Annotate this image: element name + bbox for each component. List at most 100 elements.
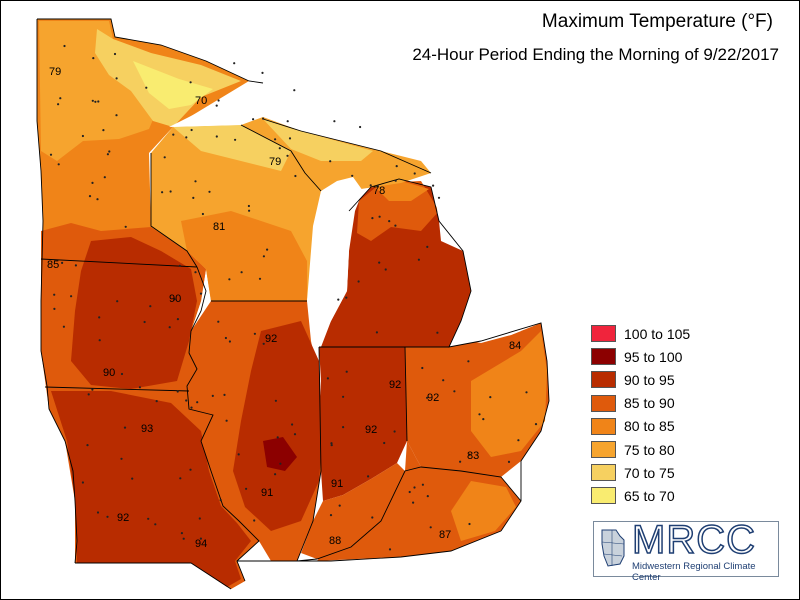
station-dot bbox=[223, 393, 226, 396]
station-dot bbox=[233, 62, 236, 65]
station-dot bbox=[371, 516, 374, 519]
value-label-15: 83 bbox=[467, 450, 479, 462]
station-dot bbox=[248, 209, 251, 212]
station-dot bbox=[185, 136, 188, 139]
station-dot bbox=[215, 104, 218, 107]
lake-michigan bbox=[307, 177, 363, 341]
station-dot bbox=[253, 332, 256, 335]
legend-label: 85 to 90 bbox=[624, 395, 675, 412]
station-dot bbox=[63, 44, 66, 48]
legend: 100 to 105 95 to 100 90 to 95 85 to 90 80 to… bbox=[591, 322, 690, 508]
legend-item: 90 to 95 bbox=[591, 368, 690, 391]
station-dot bbox=[180, 532, 183, 535]
station-dot bbox=[96, 198, 99, 201]
station-dot bbox=[437, 196, 441, 199]
station-dot bbox=[357, 280, 360, 283]
value-label-8: 92 bbox=[265, 333, 277, 345]
value-label-13: 93 bbox=[141, 423, 153, 435]
station-dot bbox=[201, 212, 204, 216]
station-dot bbox=[147, 517, 150, 520]
value-label-20: 88 bbox=[329, 535, 341, 547]
station-dot bbox=[194, 271, 197, 274]
value-label-18: 92 bbox=[117, 512, 129, 524]
station-dot bbox=[266, 248, 269, 251]
region-mn-arrowhead-core bbox=[133, 61, 213, 109]
mi-upper-border bbox=[240, 124, 322, 192]
ia-mo-border bbox=[44, 386, 190, 392]
station-dot bbox=[116, 300, 119, 303]
station-dot bbox=[274, 138, 277, 141]
region-iowa-hot bbox=[71, 237, 197, 389]
legend-item: 80 to 85 bbox=[591, 415, 690, 438]
legend-label: 70 to 75 bbox=[624, 464, 675, 481]
lake-superior bbox=[169, 75, 263, 127]
station-dot bbox=[91, 99, 94, 102]
station-dot bbox=[176, 318, 179, 321]
legend-item: 70 to 75 bbox=[591, 461, 690, 484]
legend-swatch bbox=[591, 348, 616, 366]
station-dot bbox=[102, 129, 105, 132]
station-dot bbox=[342, 395, 345, 398]
station-dot bbox=[429, 526, 432, 529]
station-dot bbox=[62, 325, 65, 328]
station-dot bbox=[253, 519, 256, 522]
station-dot bbox=[138, 386, 141, 389]
station-dot bbox=[417, 258, 420, 261]
station-dot bbox=[172, 133, 175, 136]
station-dot bbox=[421, 483, 424, 486]
station-dot bbox=[342, 426, 345, 429]
lake-huron bbox=[431, 171, 449, 221]
station-dot bbox=[384, 268, 387, 271]
station-dot bbox=[478, 413, 481, 416]
station-dot bbox=[258, 277, 262, 280]
station-dot bbox=[240, 271, 243, 274]
station-dot bbox=[274, 399, 277, 402]
station-dot bbox=[482, 418, 485, 421]
station-dot bbox=[330, 444, 333, 447]
region-illinois-core bbox=[263, 437, 297, 471]
station-dot bbox=[217, 99, 220, 102]
legend-item: 100 to 105 bbox=[591, 322, 690, 345]
station-dot bbox=[98, 339, 101, 342]
station-dot bbox=[59, 97, 62, 100]
station-dot bbox=[278, 147, 281, 150]
station-dot bbox=[196, 401, 199, 404]
legend-swatch bbox=[591, 441, 616, 459]
midwest-map-icon bbox=[601, 529, 625, 567]
station-dot bbox=[345, 370, 348, 373]
value-label-21: 87 bbox=[439, 529, 451, 541]
station-dot bbox=[426, 396, 429, 399]
ia-il-river bbox=[186, 266, 260, 582]
region-indiana-south bbox=[301, 463, 405, 559]
value-label-4: 78 bbox=[373, 185, 385, 197]
value-label-1: 79 bbox=[49, 66, 61, 78]
region-upper-mi-cool bbox=[263, 119, 373, 161]
station-dot bbox=[234, 138, 237, 141]
station-dot bbox=[489, 396, 492, 399]
station-dot bbox=[329, 514, 333, 517]
station-dot bbox=[394, 224, 397, 227]
station-dot bbox=[393, 430, 396, 433]
station-dot bbox=[468, 453, 471, 456]
station-dot bbox=[517, 439, 520, 442]
station-dot bbox=[97, 100, 100, 103]
station-dot bbox=[288, 137, 292, 140]
station-dot bbox=[395, 165, 398, 168]
mrcc-logo: MRCC Midwestern Regional Climate Center bbox=[593, 517, 779, 583]
station-dot bbox=[211, 394, 214, 397]
station-dot bbox=[252, 118, 255, 121]
station-dot bbox=[378, 215, 381, 218]
station-dot bbox=[190, 128, 193, 132]
station-dot bbox=[106, 153, 109, 156]
value-label-5: 81 bbox=[213, 221, 225, 233]
value-label-16: 91 bbox=[261, 487, 273, 499]
station-dot bbox=[507, 460, 511, 463]
station-dot bbox=[337, 298, 340, 301]
station-dot bbox=[161, 191, 164, 194]
legend-swatch bbox=[591, 325, 616, 343]
legend-label: 65 to 70 bbox=[624, 487, 675, 504]
value-label-3: 79 bbox=[269, 156, 281, 168]
legend-label: 100 to 105 bbox=[624, 325, 691, 342]
station-dot bbox=[408, 490, 411, 494]
